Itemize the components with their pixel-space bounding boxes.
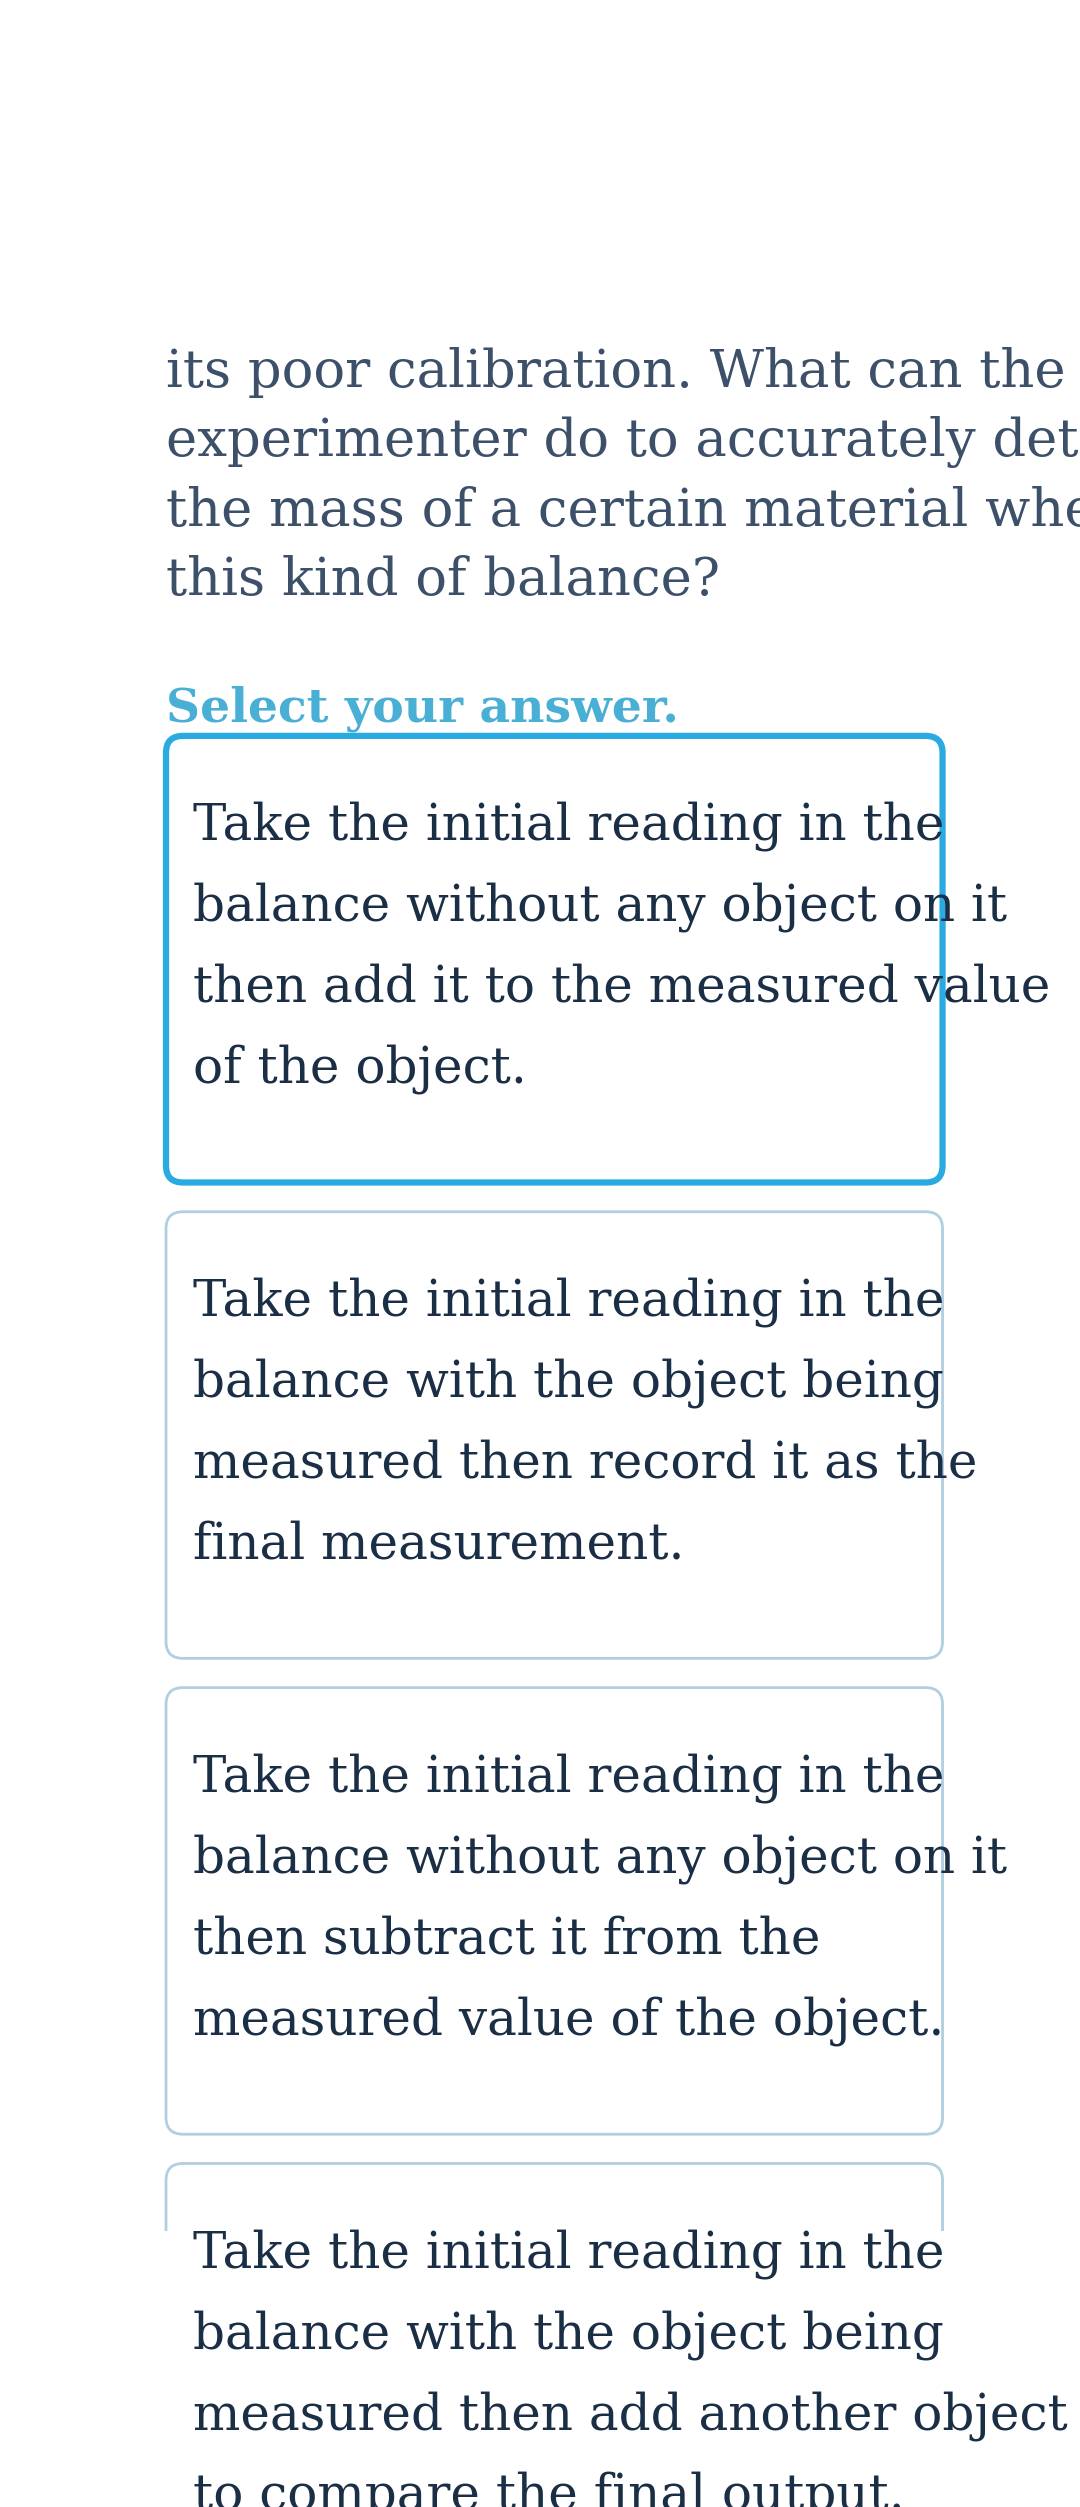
Text: Take the initial reading in the: Take the initial reading in the [193,2229,945,2279]
FancyBboxPatch shape [166,1687,943,2133]
Text: Take the initial reading in the: Take the initial reading in the [193,1752,945,1803]
Text: this kind of balance?: this kind of balance? [166,554,720,607]
Text: of the object.: of the object. [193,1043,527,1093]
Text: measured then add another object: measured then add another object [193,2392,1068,2442]
Text: balance without any object on it: balance without any object on it [193,882,1008,933]
FancyBboxPatch shape [166,2164,943,2507]
Text: Take the initial reading in the: Take the initial reading in the [193,1276,945,1326]
Text: balance with the object being: balance with the object being [193,2309,944,2359]
Text: to compare the final output.: to compare the final output. [193,2472,905,2507]
Text: experimenter do to accurately determine: experimenter do to accurately determine [166,416,1080,469]
FancyBboxPatch shape [166,737,943,1183]
Text: then add it to the measured value: then add it to the measured value [193,963,1051,1013]
Text: its poor calibration. What can the: its poor calibration. What can the [166,346,1066,399]
Text: Select your answer.: Select your answer. [166,687,679,732]
Text: balance without any object on it: balance without any object on it [193,1835,1008,1883]
Text: measured then record it as the: measured then record it as the [193,1439,977,1489]
Text: measured value of the object.: measured value of the object. [193,1996,945,2046]
Text: balance with the object being: balance with the object being [193,1359,944,1409]
Text: then subtract it from the: then subtract it from the [193,1915,821,1963]
Text: final measurement.: final measurement. [193,1519,685,1569]
Text: Take the initial reading in the: Take the initial reading in the [193,802,945,852]
Text: the mass of a certain material when using: the mass of a certain material when usin… [166,486,1080,536]
FancyBboxPatch shape [166,1211,943,1657]
